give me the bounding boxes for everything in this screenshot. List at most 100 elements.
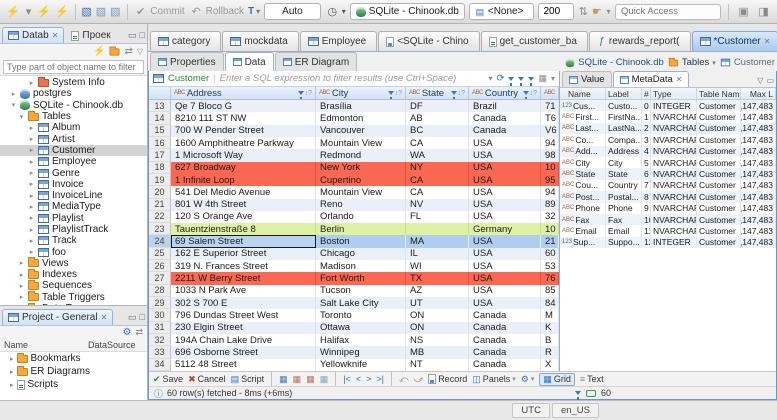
twisty-icon[interactable]: ▸ (19, 294, 24, 302)
cell-name[interactable]: ABC Co... (560, 134, 606, 146)
cell-type[interactable]: NVARCHAR (653, 213, 697, 226)
sql-editor-icon[interactable]: ▧ (81, 5, 92, 18)
editor-tab[interactable]: category (150, 31, 222, 51)
column-header-label[interactable]: Label (606, 88, 642, 99)
cell-address[interactable]: 1 Microsoft Way (171, 149, 316, 162)
cell-address[interactable]: 1033 N Park Ave (171, 284, 316, 297)
row-number[interactable]: 19 (149, 173, 171, 187)
editor-tab[interactable]: mockdata (222, 31, 299, 51)
cell-maxlength[interactable]: 2,147,483 (741, 191, 776, 203)
cell-state[interactable]: ON (406, 321, 469, 334)
tree-item[interactable]: ▸ Indexes (0, 268, 147, 280)
cell-postalcode[interactable]: B (541, 333, 559, 347)
tree-item[interactable]: ▸ Genre (0, 167, 147, 179)
sql-console-icon[interactable]: ▧ (95, 5, 107, 18)
cell-type[interactable]: NVARCHAR (653, 134, 697, 146)
cell-state[interactable]: MA (406, 235, 469, 248)
breadcrumb-table[interactable]: Customer (720, 57, 775, 68)
table-row[interactable]: 25 162 E Superior Street Chicago IL USA … (149, 247, 559, 261)
cell-postalcode[interactable]: 95 (541, 173, 559, 187)
tree-item[interactable]: ▸ foo (0, 246, 147, 258)
cell-number[interactable]: 10 (642, 213, 651, 226)
cell-postalcode[interactable]: M (541, 309, 559, 322)
editor-tab[interactable]: <SQLite - Chino (378, 31, 480, 51)
cell-name[interactable]: ABC City (560, 156, 606, 169)
cell-tablename[interactable]: Customer (697, 134, 741, 146)
cell-country[interactable]: USA (469, 247, 541, 261)
script-button[interactable]: ▤ Script (230, 373, 265, 385)
table-row[interactable]: 23 Tauentzienstraße 8 Berlin Germany 10 (149, 223, 559, 236)
twisty-icon[interactable]: ▸ (29, 79, 34, 87)
cell-country[interactable]: USA (469, 136, 541, 150)
filter-clear-icon[interactable] (518, 76, 525, 86)
filter-menu-icon[interactable]: ▦ (538, 73, 547, 83)
editor-subtab[interactable]: Data (224, 52, 274, 71)
cell-maxlength[interactable]: 2,147,483 (741, 236, 776, 249)
cell-label[interactable]: Custo... (606, 100, 642, 112)
cell-state[interactable]: MB (406, 346, 469, 359)
prev-page-button[interactable]: < (355, 374, 362, 384)
timezone-indicator[interactable]: UTC (512, 403, 550, 418)
cell-maxlength[interactable]: 2,147,483 (741, 156, 776, 169)
cell-country[interactable]: Canada (469, 358, 541, 371)
minimize-icon[interactable]: ▭ (766, 76, 774, 85)
filter-icon[interactable] (522, 91, 529, 99)
row-number[interactable]: 33 (149, 346, 171, 359)
panel-menu-icon[interactable]: ▽ (757, 76, 764, 85)
cell-tablename[interactable]: Customer (697, 156, 741, 169)
twisty-icon[interactable]: ▸ (19, 260, 24, 268)
table-row[interactable]: 22 120 S Orange Ave Orlando FL USA 32 (149, 210, 559, 224)
settings-button[interactable]: ⚙ ▾ (520, 373, 535, 384)
add-row-icon[interactable]: ▦ (279, 373, 288, 384)
tab-database-navigator[interactable]: Datab ✕ (2, 27, 65, 43)
cell-number[interactable]: 8 (642, 191, 651, 203)
cell-maxlength[interactable]: 2,147,483 (741, 134, 776, 146)
cell-maxlength[interactable]: 2,147,483 (741, 111, 776, 123)
fetch-all-icon[interactable]: ⤻ (413, 373, 424, 384)
transaction-mode-button[interactable]: T ▾ (248, 6, 261, 17)
cell-state[interactable]: WI (406, 260, 469, 273)
cell-postalcode[interactable]: 76 (541, 272, 559, 285)
tree-item[interactable]: ▸ Employee (0, 156, 147, 167)
metadata-row[interactable]: ABC Post... Postal... 8 NVARCHAR Customer… (560, 191, 776, 203)
cell-state[interactable]: UT (406, 297, 469, 310)
column-header-type[interactable]: Type (651, 88, 697, 99)
cell-type[interactable]: INTEGER (651, 236, 697, 249)
editor-subtab[interactable]: ER Diagram (274, 52, 358, 71)
cell-label[interactable]: State (606, 168, 642, 180)
cell-type[interactable]: NVARCHAR (653, 156, 697, 169)
cell-city[interactable]: Tucson (316, 284, 406, 297)
table-row[interactable]: 26 319 N. Frances Street Madison WI USA … (149, 260, 559, 273)
cell-postalcode[interactable]: 53 (541, 260, 559, 273)
row-number[interactable]: 26 (149, 260, 171, 273)
table-row[interactable]: 34 5112 48 Street Yellowknife NT Canada … (149, 358, 559, 371)
cell-country[interactable]: USA (469, 297, 541, 310)
cell-maxlength[interactable]: 2,147,483 (741, 100, 776, 112)
cell-postalcode[interactable]: 32 (541, 210, 559, 224)
twisty-icon[interactable]: ▸ (29, 215, 34, 223)
cell-maxlength[interactable]: 2,147,483 (741, 225, 776, 237)
tree-item[interactable]: ▸ Customer (0, 144, 147, 157)
tree-item[interactable]: ▸ Artist (0, 133, 147, 145)
fetch-size-stepper-icon[interactable]: ⇅ (578, 5, 588, 18)
tree-item[interactable]: ▾ SQLite - Chinook.db (0, 100, 147, 111)
cell-address[interactable]: 700 W Pender Street (171, 124, 316, 137)
cell-postalcode[interactable]: 21 (541, 235, 559, 248)
cell-maxlength[interactable]: 2,147,483 (741, 168, 776, 180)
cell-address[interactable]: 230 Elgin Street (171, 321, 316, 334)
cell-address[interactable]: 319 N. Frances Street (171, 260, 316, 273)
row-number[interactable]: 23 (149, 223, 171, 236)
row-number[interactable]: 34 (149, 358, 171, 371)
row-number[interactable]: 31 (149, 321, 171, 334)
cell-postalcode[interactable]: K (541, 321, 559, 334)
twisty-icon[interactable]: ▸ (29, 226, 34, 234)
cell-type[interactable]: NVARCHAR (653, 145, 697, 157)
cell-tablename[interactable]: Customer (697, 213, 741, 226)
twisty-icon[interactable]: ▸ (10, 381, 14, 389)
cell-state[interactable]: DF (406, 100, 469, 113)
cell-label[interactable]: Postal... (606, 191, 642, 203)
twisty-icon[interactable]: ▸ (29, 181, 34, 189)
cell-address[interactable]: 162 E Superior Street (171, 247, 316, 261)
